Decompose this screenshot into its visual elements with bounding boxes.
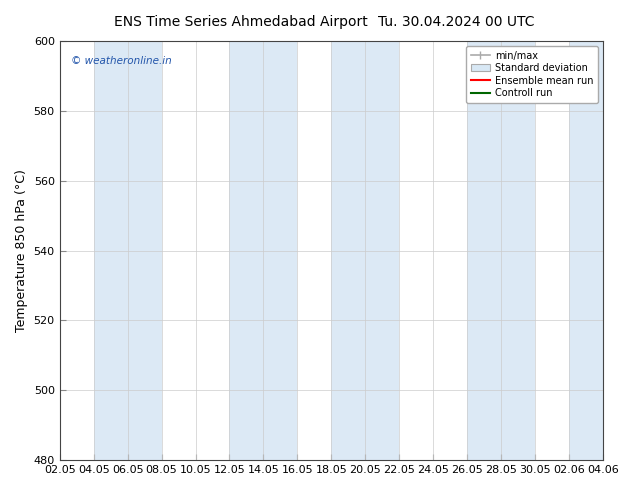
Legend: min/max, Standard deviation, Ensemble mean run, Controll run: min/max, Standard deviation, Ensemble me… [466, 46, 598, 103]
Bar [569, 41, 634, 460]
Text: ENS Time Series Ahmedabad Airport: ENS Time Series Ahmedabad Airport [114, 15, 368, 29]
Bar [94, 41, 162, 460]
Text: Tu. 30.04.2024 00 UTC: Tu. 30.04.2024 00 UTC [378, 15, 534, 29]
Bar [467, 41, 535, 460]
Y-axis label: Temperature 850 hPa (°C): Temperature 850 hPa (°C) [15, 169, 28, 332]
Bar [230, 41, 297, 460]
Text: © weatheronline.in: © weatheronline.in [70, 56, 171, 66]
Bar [332, 41, 399, 460]
